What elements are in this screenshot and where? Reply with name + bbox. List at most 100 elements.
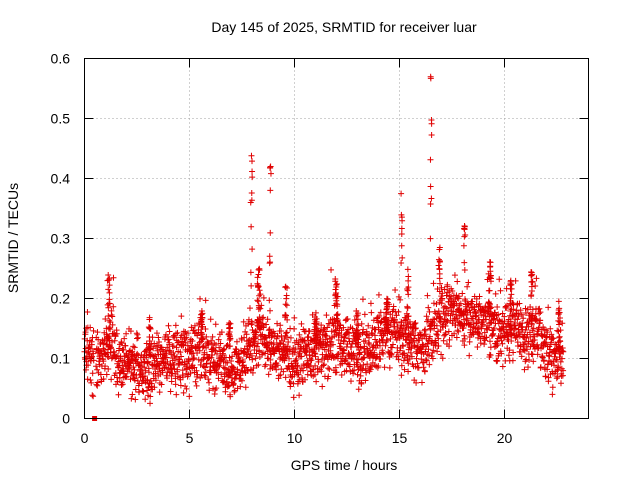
data-point: [483, 334, 490, 341]
data-point: [203, 360, 210, 367]
data-point: [218, 371, 225, 378]
data-point: [380, 350, 387, 357]
data-point: [336, 321, 343, 328]
data-point: [557, 358, 564, 365]
data-point: [218, 329, 225, 336]
x-tick-label: 5: [186, 430, 194, 446]
data-point: [510, 349, 517, 356]
data-point: [147, 324, 154, 331]
data-point: [427, 156, 434, 163]
data-point: [551, 362, 558, 369]
data-point: [429, 355, 436, 362]
data-point: [283, 302, 290, 309]
data-point: [184, 360, 191, 367]
x-tick-label: 20: [497, 430, 513, 446]
data-point: [144, 387, 151, 394]
data-point: [305, 341, 312, 348]
data-point: [141, 373, 148, 380]
data-point: [266, 326, 273, 333]
data-point: [177, 349, 184, 356]
data-point: [298, 353, 305, 360]
data-point: [133, 330, 140, 337]
data-point: [353, 313, 360, 320]
data-point: [354, 316, 361, 323]
data-point: [433, 339, 440, 346]
data-point: [377, 355, 384, 362]
data-point: [378, 318, 385, 325]
data-point: [256, 348, 263, 355]
data-point: [551, 353, 558, 360]
data-point: [454, 278, 461, 285]
data-point: [332, 292, 339, 299]
data-point: [505, 352, 512, 359]
data-point: [375, 362, 382, 369]
data-point: [340, 350, 347, 357]
data-point: [227, 393, 234, 400]
data-point: [360, 326, 367, 333]
data-point: [545, 374, 552, 381]
data-point: [172, 322, 179, 329]
data-point: [396, 347, 403, 354]
data-point: [188, 324, 195, 331]
data-point: [533, 275, 540, 282]
data-point: [103, 371, 110, 378]
data-point: [333, 297, 340, 304]
data-point: [444, 289, 451, 296]
data-point: [171, 334, 178, 341]
data-point: [266, 253, 273, 260]
data-point: [227, 343, 234, 350]
data-point: [312, 353, 319, 360]
data-point: [405, 291, 412, 298]
data-point: [405, 360, 412, 367]
data-point: [436, 270, 443, 277]
data-point: [256, 314, 263, 321]
data-point: [146, 346, 153, 353]
data-point: [371, 349, 378, 356]
data-point: [94, 379, 101, 386]
data-point: [438, 284, 445, 291]
data-point: [361, 311, 368, 318]
data-point: [338, 371, 345, 378]
data-point: [522, 338, 529, 345]
data-point: [451, 272, 458, 279]
data-point: [461, 332, 468, 339]
data-point: [203, 333, 210, 340]
data-point: [368, 329, 375, 336]
data-point: [198, 371, 205, 378]
data-point: [148, 380, 155, 387]
data-point: [294, 363, 301, 370]
data-point: [105, 277, 112, 284]
data-point: [398, 225, 405, 232]
data-point: [366, 334, 373, 341]
data-point: [460, 242, 467, 249]
data-point: [555, 328, 562, 335]
data-point: [363, 328, 370, 335]
data-point: [520, 315, 527, 322]
data-point: [557, 315, 564, 322]
data-point: [521, 366, 528, 373]
data-point: [481, 341, 488, 348]
data-point: [247, 199, 254, 206]
data-point: [183, 334, 190, 341]
data-point: [94, 329, 101, 336]
data-point: [93, 363, 100, 370]
data-point: [487, 352, 494, 359]
data-point: [102, 316, 109, 323]
data-point: [241, 334, 248, 341]
data-point: [127, 328, 134, 335]
data-point: [310, 366, 317, 373]
data-point: [343, 367, 350, 374]
data-point: [528, 272, 535, 279]
data-point: [547, 325, 554, 332]
data-point: [496, 317, 503, 324]
data-point: [134, 358, 141, 365]
data-point: [367, 300, 374, 307]
data-point: [265, 371, 272, 378]
data-point: [496, 276, 503, 283]
data-point: [192, 378, 199, 385]
data-point: [383, 321, 390, 328]
data-point: [446, 336, 453, 343]
data-point: [433, 301, 440, 308]
data-point: [153, 355, 160, 362]
data-point: [115, 391, 122, 398]
